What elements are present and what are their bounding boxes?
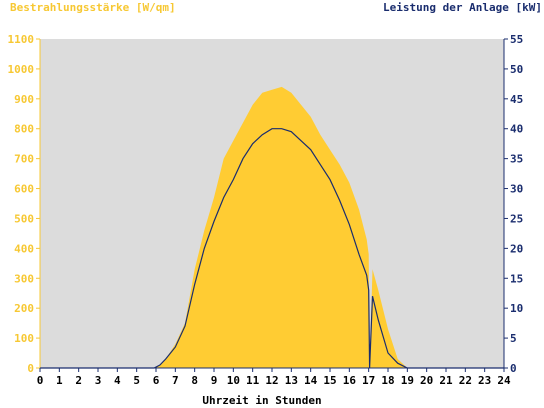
right-tick-label: 35 bbox=[510, 153, 523, 166]
left-tick-label: 200 bbox=[14, 302, 34, 315]
x-tick-label: 10 bbox=[227, 374, 240, 387]
x-tick-label: 23 bbox=[478, 374, 491, 387]
right-tick-label: 45 bbox=[510, 93, 523, 106]
x-tick-label: 22 bbox=[459, 374, 472, 387]
right-tick-label: 10 bbox=[510, 302, 523, 315]
right-tick-label: 5 bbox=[510, 332, 517, 345]
x-tick-label: 8 bbox=[191, 374, 198, 387]
right-tick-label: 20 bbox=[510, 242, 523, 255]
x-tick-label: 9 bbox=[211, 374, 218, 387]
x-tick-label: 3 bbox=[95, 374, 102, 387]
left-tick-label: 1100 bbox=[8, 33, 35, 46]
right-tick-label: 30 bbox=[510, 183, 523, 196]
left-tick-label: 800 bbox=[14, 123, 34, 136]
left-tick-label: 300 bbox=[14, 272, 34, 285]
right-tick-label: 25 bbox=[510, 212, 523, 225]
x-tick-label: 7 bbox=[172, 374, 179, 387]
x-tick-label: 2 bbox=[75, 374, 82, 387]
right-tick-label: 15 bbox=[510, 272, 523, 285]
x-tick-label: 15 bbox=[323, 374, 336, 387]
x-axis-title: Uhrzeit in Stunden bbox=[202, 394, 322, 407]
x-tick-label: 6 bbox=[153, 374, 160, 387]
right-axis-title: Leistung der Anlage [kW] bbox=[383, 1, 542, 14]
left-axis-title: Bestrahlungsstärke [W/qm] bbox=[10, 1, 176, 14]
left-tick-label: 0 bbox=[27, 362, 34, 375]
left-tick-label: 1000 bbox=[8, 63, 35, 76]
x-tick-label: 16 bbox=[343, 374, 357, 387]
right-tick-label: 50 bbox=[510, 63, 523, 76]
right-tick-label: 0 bbox=[510, 362, 517, 375]
x-tick-label: 20 bbox=[420, 374, 433, 387]
x-tick-label: 4 bbox=[114, 374, 121, 387]
right-tick-label: 40 bbox=[510, 123, 523, 136]
x-tick-label: 12 bbox=[265, 374, 278, 387]
x-tick-label: 21 bbox=[439, 374, 453, 387]
x-tick-label: 0 bbox=[37, 374, 44, 387]
irradiance-area bbox=[40, 86, 504, 369]
x-tick-label: 11 bbox=[246, 374, 260, 387]
right-tick-label: 55 bbox=[510, 33, 523, 46]
left-tick-label: 400 bbox=[14, 242, 34, 255]
x-tick-label: 5 bbox=[133, 374, 140, 387]
left-tick-label: 700 bbox=[14, 153, 34, 166]
x-tick-label: 14 bbox=[304, 374, 318, 387]
x-tick-label: 17 bbox=[362, 374, 375, 387]
x-tick-label: 13 bbox=[285, 374, 298, 387]
left-tick-label: 100 bbox=[14, 332, 34, 345]
x-tick-label: 19 bbox=[401, 374, 414, 387]
left-tick-label: 900 bbox=[14, 93, 34, 106]
left-tick-label: 500 bbox=[14, 212, 34, 225]
x-tick-label: 24 bbox=[497, 374, 511, 387]
x-tick-label: 1 bbox=[56, 374, 63, 387]
power-line bbox=[40, 128, 504, 369]
left-tick-label: 600 bbox=[14, 183, 34, 196]
x-tick-label: 18 bbox=[381, 374, 394, 387]
